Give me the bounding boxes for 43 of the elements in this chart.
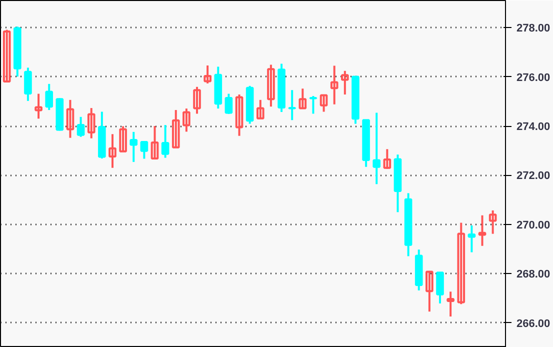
y-tick-label: 276.00 — [516, 72, 550, 84]
candlestick — [224, 92, 233, 115]
candlestick — [288, 89, 296, 122]
candlestick — [478, 214, 486, 247]
y-tick-label: 278.00 — [516, 22, 550, 35]
candlestick — [204, 64, 212, 84]
candlestick — [426, 270, 434, 313]
y-tick-label: 274.00 — [516, 121, 550, 134]
candlestick — [298, 88, 307, 110]
candlestick — [436, 272, 444, 304]
y-tick-label: 268.00 — [516, 268, 550, 281]
candlestick — [172, 109, 180, 148]
candlestick — [150, 125, 159, 160]
candlestick — [24, 66, 32, 102]
candlestick — [2, 28, 11, 84]
candlestick — [256, 98, 264, 120]
candlestick — [140, 141, 148, 160]
candlestick — [87, 107, 96, 140]
candlestick — [488, 209, 497, 235]
candlestick — [320, 94, 328, 113]
candlestick — [182, 108, 190, 133]
y-tick-label: 266.00 — [516, 318, 550, 330]
candlestick — [34, 92, 42, 120]
candlestick — [108, 133, 116, 169]
candlestick — [383, 148, 392, 170]
candlestick — [130, 130, 138, 163]
candlestick — [193, 86, 201, 115]
candlestick — [66, 98, 74, 139]
candlestick — [119, 125, 127, 152]
candlestick — [76, 116, 85, 138]
candlestick — [309, 94, 318, 115]
y-tick-label: 270.00 — [516, 219, 550, 232]
candlestick — [45, 82, 54, 112]
candlestick — [330, 64, 338, 106]
candlestick — [267, 64, 275, 108]
candlestick — [457, 222, 466, 306]
candlestick — [446, 290, 454, 318]
candlestick — [372, 112, 381, 186]
candlestick — [235, 94, 244, 137]
candlestick — [341, 70, 349, 96]
candlestick — [161, 124, 170, 159]
y-tick-label: 272.00 — [516, 170, 550, 182]
candlestick — [468, 224, 476, 254]
